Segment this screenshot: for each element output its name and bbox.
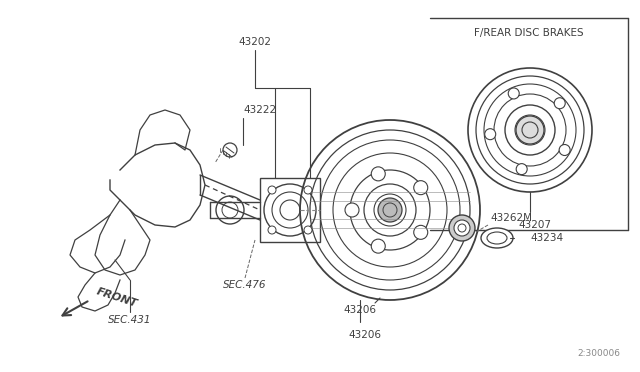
Circle shape [304,226,312,234]
Circle shape [559,144,570,155]
Text: SEC.476: SEC.476 [223,280,267,290]
Circle shape [449,215,475,241]
Circle shape [516,164,527,174]
Circle shape [454,220,470,236]
Circle shape [413,181,428,195]
Circle shape [371,239,385,253]
Text: 43206: 43206 [349,330,381,340]
Text: FRONT: FRONT [95,287,139,310]
Text: 43234: 43234 [530,233,563,243]
Text: 43202: 43202 [239,37,271,47]
Ellipse shape [481,228,513,248]
Circle shape [268,226,276,234]
Circle shape [413,225,428,239]
Circle shape [554,98,565,109]
Text: 43207: 43207 [518,220,552,230]
Circle shape [304,186,312,194]
Text: SEC.431: SEC.431 [108,315,152,325]
Circle shape [345,203,359,217]
Text: 43222: 43222 [243,105,276,115]
Circle shape [268,186,276,194]
Circle shape [484,129,496,140]
Text: 43262M: 43262M [490,213,532,223]
Text: 43206: 43206 [344,305,376,315]
Circle shape [508,88,519,99]
Text: 2:300006: 2:300006 [577,349,620,358]
Text: F/REAR DISC BRAKES: F/REAR DISC BRAKES [474,28,584,38]
Circle shape [378,198,402,222]
Circle shape [371,167,385,181]
Circle shape [516,116,544,144]
Bar [260,178,320,242]
